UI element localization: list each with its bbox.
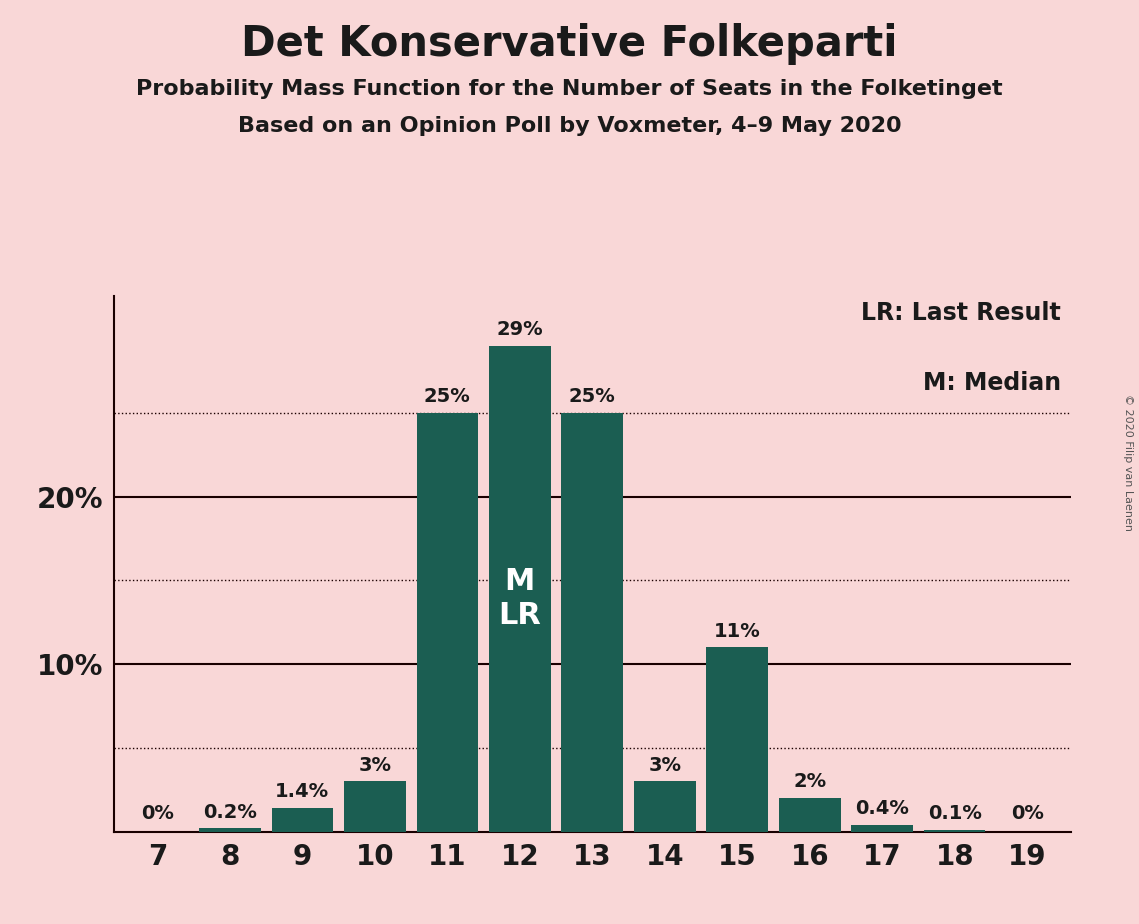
Text: 2%: 2% [793,772,826,791]
Bar [851,825,913,832]
Text: 0.1%: 0.1% [928,804,982,823]
Text: M: Median: M: Median [923,371,1062,395]
Text: 25%: 25% [424,387,470,407]
Bar [417,413,478,832]
Text: 0%: 0% [1010,804,1043,823]
Text: 25%: 25% [568,387,616,407]
Text: 29%: 29% [497,321,543,339]
Text: 0.2%: 0.2% [203,803,256,821]
Text: Probability Mass Function for the Number of Seats in the Folketinget: Probability Mass Function for the Number… [137,79,1002,99]
Bar [634,782,696,832]
Text: © 2020 Filip van Laenen: © 2020 Filip van Laenen [1123,394,1133,530]
Bar [924,830,985,832]
Text: M
LR: M LR [499,567,541,630]
Text: Det Konservative Folkeparti: Det Konservative Folkeparti [241,23,898,65]
Text: Based on an Opinion Poll by Voxmeter, 4–9 May 2020: Based on an Opinion Poll by Voxmeter, 4–… [238,116,901,136]
Bar [706,648,768,832]
Bar [199,828,261,832]
Bar [779,798,841,832]
Text: 0.4%: 0.4% [855,799,909,819]
Text: 3%: 3% [648,756,681,774]
Bar [344,782,405,832]
Text: LR: Last Result: LR: Last Result [861,301,1062,325]
Text: 3%: 3% [359,756,392,774]
Bar [271,808,333,832]
Bar [489,346,550,832]
Text: 1.4%: 1.4% [276,783,329,801]
Text: 0%: 0% [141,804,174,823]
Text: 11%: 11% [714,622,761,640]
Bar [562,413,623,832]
